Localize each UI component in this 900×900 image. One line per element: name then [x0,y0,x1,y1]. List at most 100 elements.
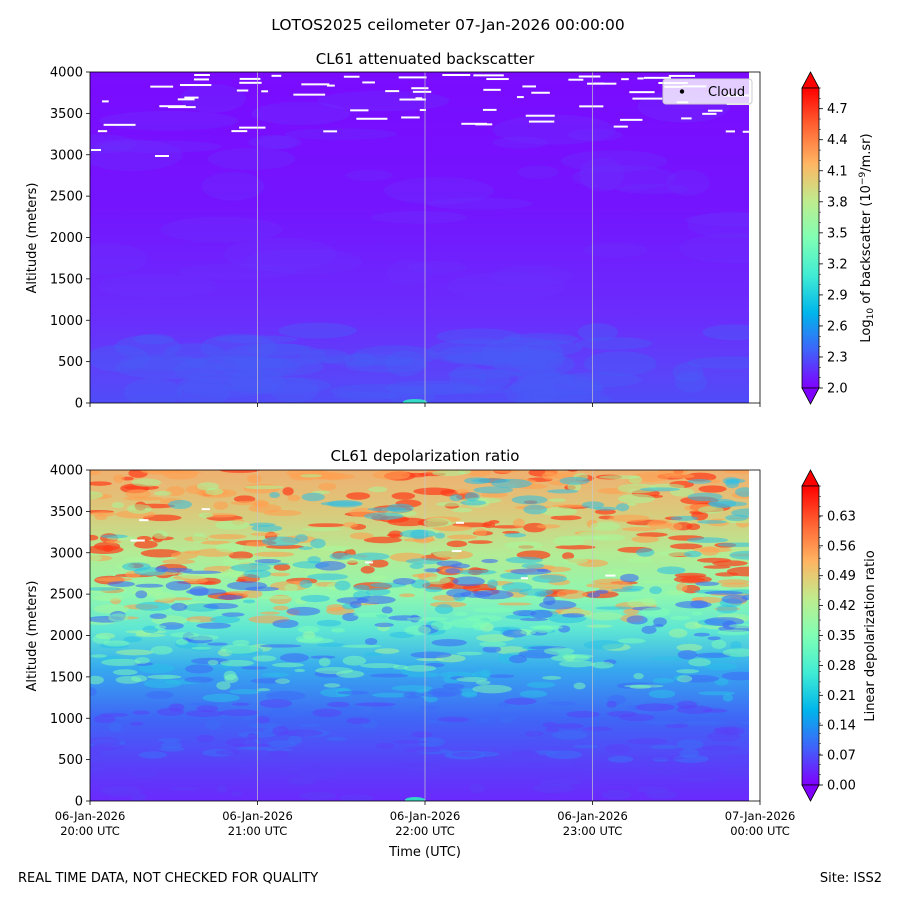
field-patch [198,512,214,518]
field-patch [692,597,703,601]
field-patch [464,477,491,485]
field-patch [672,362,704,384]
field-patch [529,625,564,630]
field-patch [219,470,260,473]
cloud-hit [725,130,736,133]
cloud-hit [473,74,504,77]
field-patch [524,762,549,767]
field-patch [392,577,416,585]
field-patch [735,487,749,497]
field-patch [471,347,566,369]
field-patch [491,265,573,287]
field-patch [90,687,97,697]
field-patch [90,762,102,768]
field-patch [475,680,491,685]
legend-entry-cloud: Cloud [708,85,745,100]
field-patch [140,549,181,558]
cloud-hit [239,81,262,84]
field-patch [228,688,262,695]
field-patch [479,641,507,648]
field-patch [586,624,613,628]
field-patch [685,213,749,227]
field-patch [492,136,548,149]
field-patch [232,639,250,646]
field-patch [708,498,737,509]
field-patch [230,563,271,572]
field-patch [686,537,729,543]
cloud-hit [385,90,400,93]
field-patch [676,583,688,592]
field-patch [344,358,428,373]
field-patch [599,475,641,480]
field-patch [185,710,224,717]
field-patch [532,783,575,794]
field-patch [562,552,575,560]
field-patch [261,672,289,677]
field-patch [140,470,180,475]
field-patch [677,649,698,660]
field-patch [310,538,326,549]
field-patch [214,335,298,344]
field-patch [236,746,273,751]
field-patch [674,572,707,579]
field-patch [560,150,668,173]
field-patch [180,84,246,113]
field-patch [222,343,327,369]
field-patch [497,602,532,606]
field-patch [698,506,724,514]
colorbar-tick-label: 0.49 [827,569,856,584]
cloud-hit [643,76,671,79]
field-patch [687,492,723,502]
field-patch [105,540,122,544]
colorbar-tick-label: 4.1 [827,164,848,179]
field-patch [519,690,548,698]
field-patch [399,593,416,598]
field-patch [411,731,433,738]
field-patch [374,622,394,628]
field-patch [607,755,634,763]
field-patch [436,328,522,345]
field-patch [641,625,657,634]
field-patch [383,177,495,205]
y-tick-label: 1500 [50,670,83,685]
field-patch [616,183,690,194]
field-patch [90,511,116,517]
field-patch [346,492,371,500]
field-patch [548,498,566,502]
field-patch [461,692,478,698]
field-patch [226,590,251,595]
field-patch [341,644,382,648]
legend-box [662,78,753,105]
field-patch [467,540,493,544]
x-tick-time: 00:00 UTC [730,824,790,838]
field-patch [636,532,668,538]
field-patch [308,763,322,769]
field-patch [437,716,470,723]
legend[interactable]: Cloud [662,78,753,105]
field-patch [665,473,695,479]
field-patch [587,592,601,598]
field-patch [435,501,463,507]
field-patch [253,551,295,558]
field-patch [454,611,469,617]
field-patch [669,543,703,550]
field-patch [279,766,301,775]
field-patch [336,670,365,678]
field-patch [299,349,350,364]
field-patch [722,648,749,657]
field-patch [489,674,515,679]
field-patch [107,581,135,587]
cloud-hit [401,116,420,119]
field-patch [702,708,728,713]
colorbar-tick-label: 0.07 [827,749,856,764]
field-patch [185,588,227,596]
cloud-hit [621,78,629,81]
field-patch [581,501,605,509]
field-patch [352,345,439,366]
field-patch [237,731,277,738]
field-patch [365,587,391,596]
field-patch [476,634,515,642]
cloud-hit [412,90,432,93]
field-patch [678,233,749,264]
field-patch [611,588,642,592]
